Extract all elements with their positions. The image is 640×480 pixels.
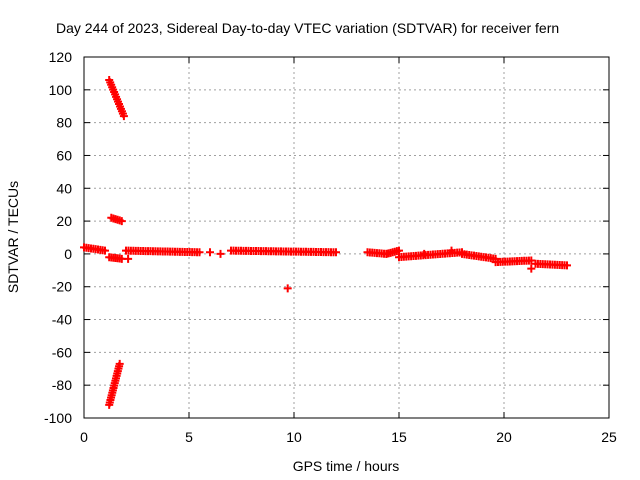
data-point (101, 246, 109, 255)
x-tick-label: 20 (496, 429, 512, 445)
data-point (527, 256, 536, 265)
data-point (283, 284, 292, 293)
data-point (527, 264, 536, 273)
y-tick-labels: -100 -80 -60 -40 -20 0 20 40 60 80 100 120 (44, 49, 72, 426)
x-tick-label: 5 (185, 429, 193, 445)
data-point (117, 217, 126, 226)
y-tick-label: 40 (56, 180, 72, 196)
y-tick-label: 120 (49, 49, 73, 65)
data-points (80, 75, 571, 409)
x-tick-label: 0 (80, 429, 88, 445)
data-point (195, 248, 204, 257)
y-tick-label: 80 (56, 115, 72, 131)
data-point (332, 248, 340, 257)
data-point (124, 254, 133, 263)
x-tick-labels: 0 5 10 15 20 25 (80, 429, 617, 445)
y-axis-label: SDTVAR / TECUs (5, 181, 21, 293)
y-tick-label: -60 (52, 344, 72, 360)
plot-frame (83, 56, 610, 419)
x-tick-label: 10 (286, 429, 302, 445)
grid-lines (84, 57, 609, 418)
y-tick-label: 20 (56, 213, 72, 229)
axis-ticks (83, 56, 610, 419)
x-tick-label: 15 (391, 429, 407, 445)
data-point (216, 249, 225, 258)
data-point (119, 112, 128, 121)
y-tick-label: 0 (64, 246, 72, 262)
x-tick-label: 25 (601, 429, 617, 445)
y-tick-label: 100 (49, 82, 73, 98)
chart-title: Day 244 of 2023, Sidereal Day-to-day VTE… (56, 20, 559, 36)
y-tick-label: -100 (44, 410, 72, 426)
data-point (563, 261, 571, 270)
y-tick-label: -80 (52, 377, 72, 393)
data-point (447, 246, 456, 255)
y-tick-label: -40 (52, 312, 72, 328)
data-point (115, 359, 124, 368)
x-axis-label: GPS time / hours (293, 458, 400, 474)
data-point (206, 248, 214, 257)
y-tick-label: -20 (52, 279, 72, 295)
y-tick-label: 60 (56, 147, 72, 163)
data-point (420, 249, 429, 258)
